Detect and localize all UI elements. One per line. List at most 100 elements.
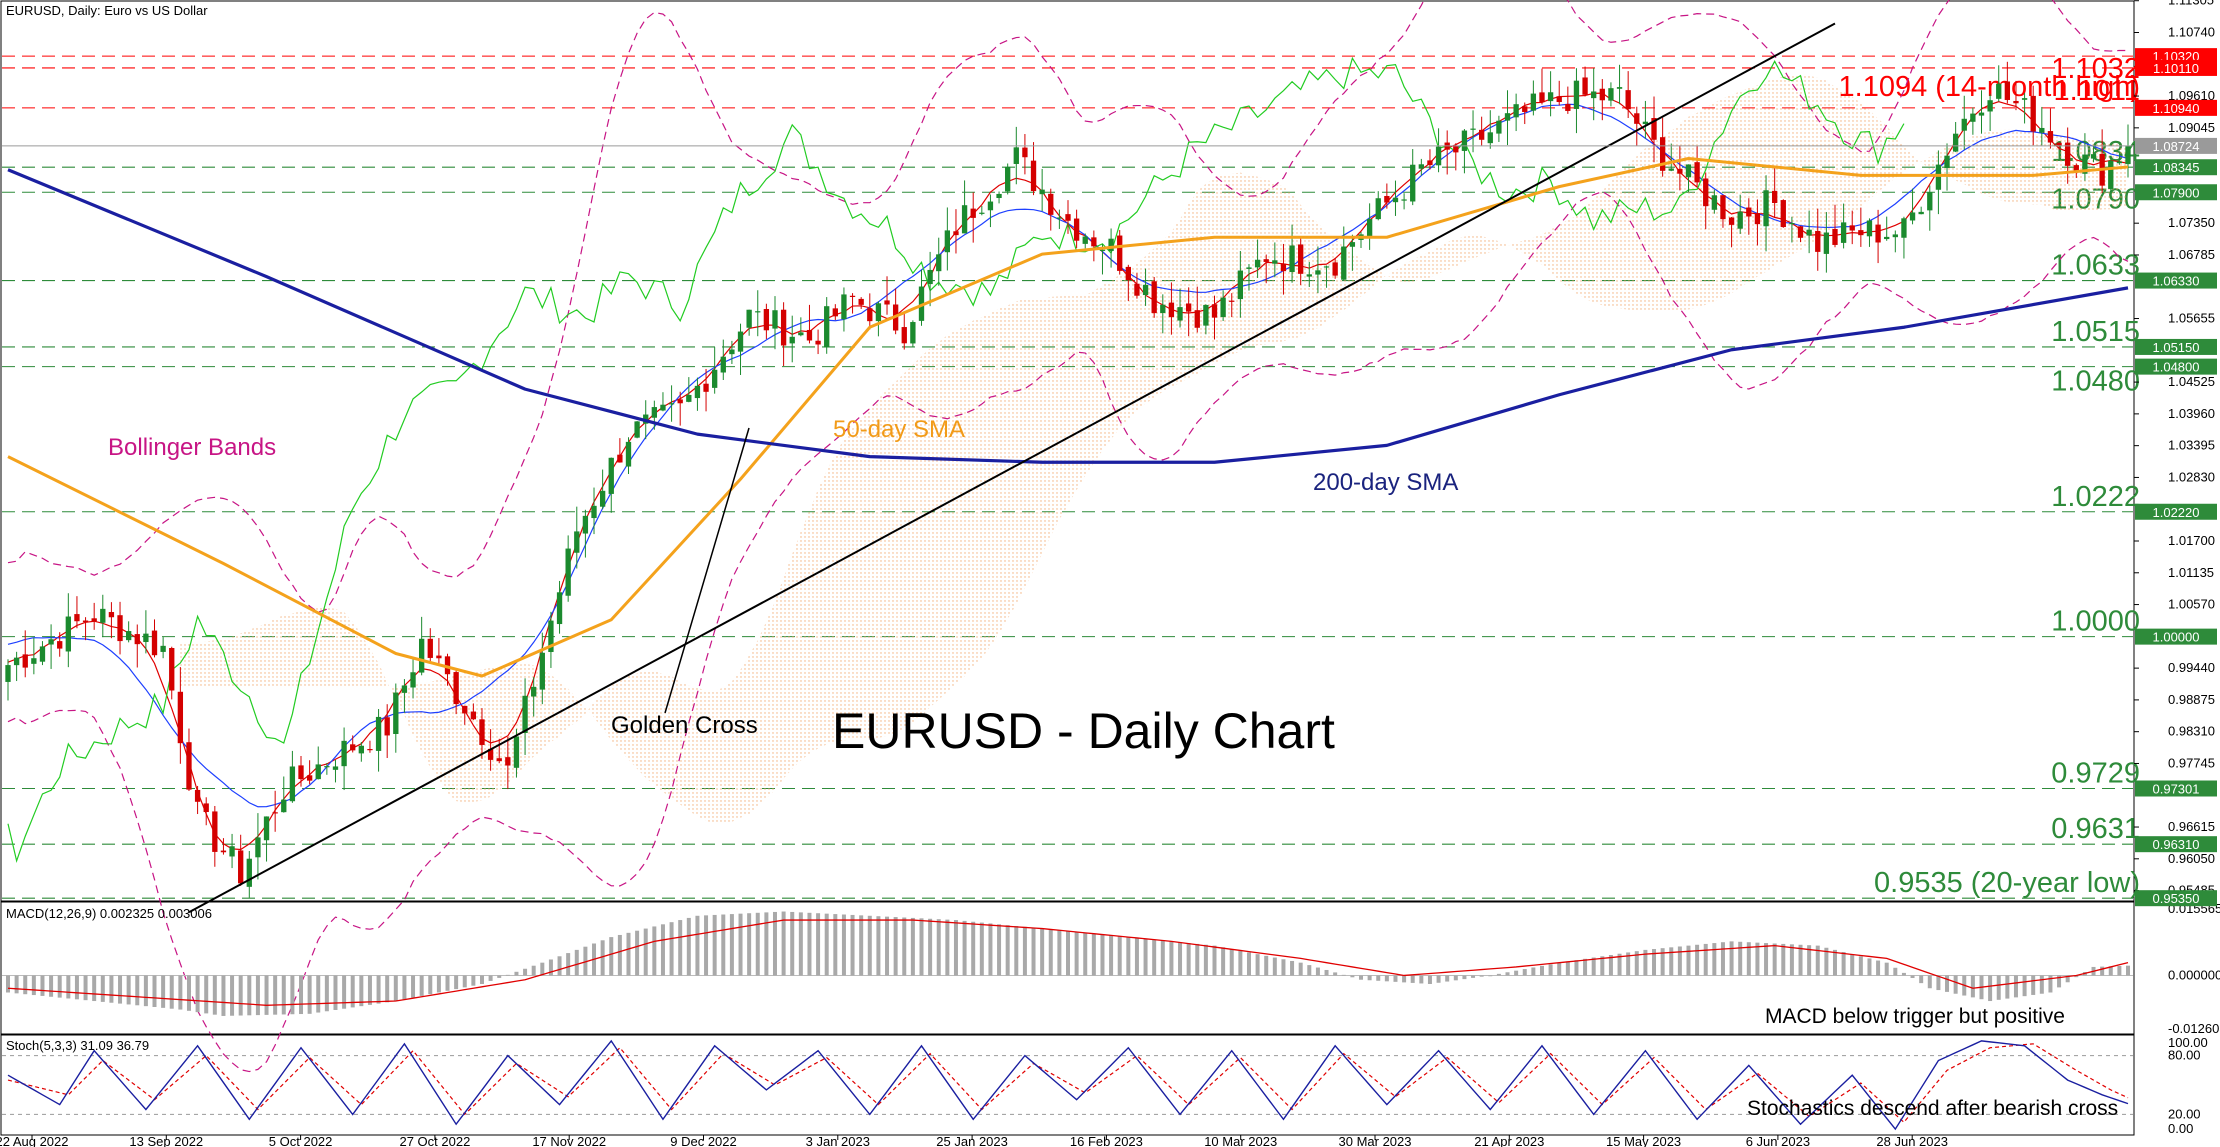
level-price-tag [2135,780,2217,797]
candle-body [1487,132,1493,144]
macd-histogram-bar [230,975,235,1016]
macd-histogram-bar [221,975,226,1016]
candle-body [720,356,726,373]
macd-histogram-bar [1850,954,1855,976]
macd-histogram-bar [23,975,28,995]
macd-histogram-bar [704,915,709,976]
macd-histogram-bar [126,975,131,1005]
candle-body [694,385,701,399]
macd-histogram-bar [910,917,915,976]
macd-histogram-bar [1669,947,1674,976]
level-price-tag [2135,159,2217,176]
macd-histogram-bar [893,917,898,976]
candle-body [1117,235,1123,271]
macd-histogram-bar [1936,975,1941,991]
candle-body [961,205,968,234]
macd-histogram-bar [609,937,614,976]
ichimoku-cloud [180,74,2129,824]
macd-histogram-bar [2013,975,2018,998]
candle-body [367,749,373,751]
x-tick-label: 6 Jun 2023 [1746,1134,1810,1147]
candle-body [2056,142,2062,146]
candle-body [608,457,614,494]
candle-body [1478,129,1485,140]
candle-body [824,306,830,348]
candle-body [867,308,873,322]
macd-note: MACD below trigger but positive [1765,1005,2065,1028]
candle-body [953,231,959,236]
level-price-tag [2135,99,2217,116]
macd-histogram-bar [497,975,502,978]
macd-histogram-bar [281,975,286,1015]
macd-histogram-bar [617,934,622,976]
candle-body [841,294,847,320]
x-tick-label: 5 Oct 2022 [269,1134,333,1147]
macd-histogram-bar [1178,942,1183,976]
candle-body [220,850,227,853]
candle-body [1634,113,1640,124]
candle-body [1229,300,1235,302]
candle-body [1496,120,1502,134]
macd-histogram-bar [1781,943,1786,976]
candle-body [1539,92,1545,103]
candle-body [48,639,54,645]
x-tick-label: 16 Feb 2023 [1070,1134,1143,1147]
macd-histogram-bar [1255,954,1260,976]
macd-histogram-bar [1238,950,1243,976]
macd-histogram-bar [850,914,855,976]
candle-body [143,633,149,643]
macd-histogram-bar [40,975,45,996]
macd-signal-line [7,919,2129,1006]
candle-body [737,331,744,352]
macd-histogram-bar [514,971,519,976]
macd-histogram-bar [152,975,157,1007]
macd-histogram-bar [1996,975,2001,1000]
x-tick-label: 21 Apr 2023 [1474,1134,1544,1147]
macd-histogram-bar [2031,975,2036,995]
candle-body [729,349,735,355]
y-tick-label: 1.09610 [2168,88,2215,103]
macd-histogram-bar [859,915,864,976]
candle-body [531,686,537,697]
candle-body [789,336,795,344]
macd-histogram-bar [772,911,777,976]
macd-y-label: 0.000000 [2168,967,2220,982]
macd-histogram-bar [885,916,890,976]
macd-histogram-bar [1608,955,1613,976]
candle-body [780,309,787,346]
candle-body [1565,104,1571,111]
macd-histogram-bar [1126,937,1131,976]
candle-body [2039,127,2045,133]
macd-histogram-bar [807,912,812,976]
candle-body [1556,96,1562,103]
macd-histogram-bar [1988,975,1993,1002]
macd-histogram-bar [169,975,174,1009]
macd-histogram-bar [238,975,243,1016]
candle-body [410,672,416,688]
macd-histogram-bar [1953,975,1958,994]
y-tick-label: 0.98875 [2168,692,2215,707]
candle-body [263,816,270,841]
candle-body [2013,100,2019,104]
macd-histogram-bar [729,914,734,976]
candle-body [1573,80,1580,109]
candle-body [1944,155,1950,168]
candle-body [1237,270,1244,300]
candle-body [5,665,11,682]
macd-histogram-bar [1522,969,1527,976]
macd-histogram-bar [1824,947,1829,976]
x-tick-label: 15 May 2023 [1606,1134,1681,1147]
macd-histogram-bar [299,975,304,1015]
macd-histogram-bar [1901,972,1906,976]
candle-body [2004,81,2011,100]
macd-histogram-bar [255,975,260,1016]
candle-body [505,757,511,766]
macd-histogram-bar [548,959,553,976]
level-price-tag [2135,358,2217,375]
candle-body [522,695,528,734]
candle-body [2082,154,2088,174]
bollinger-bands-label: Bollinger Bands [108,434,276,461]
candle-body [496,758,502,762]
candle-body [763,309,770,331]
